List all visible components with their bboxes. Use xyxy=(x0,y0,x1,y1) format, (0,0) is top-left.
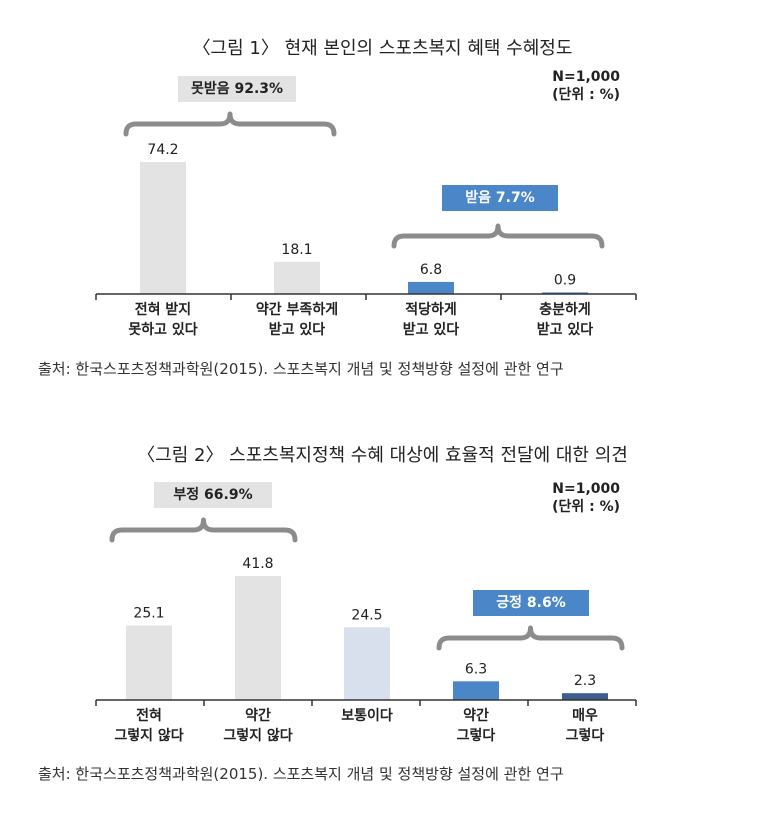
chart2-category-label-1-line-2: 그렇지 않다 xyxy=(114,727,183,744)
chart1-value-label-4: 0.9 xyxy=(554,272,576,288)
chart1-unit-label: (단위 : %) xyxy=(552,87,620,103)
chart2-source: 출처: 한국스포츠정책과학원(2015). 스포츠복지 개념 및 정책방향 설정… xyxy=(38,765,564,783)
chart2-category-label-3: 보통이다 xyxy=(341,707,393,724)
chart1-value-label-3: 6.8 xyxy=(420,262,442,278)
chart1-category-label-1-line-2: 못하고 있다 xyxy=(128,321,197,338)
chart1-bar-4 xyxy=(542,292,588,294)
chart2-category-label-4-line-1: 약간 xyxy=(463,707,489,724)
chart2-value-label-3: 24.5 xyxy=(351,607,382,623)
chart1-value-label-2: 18.1 xyxy=(281,242,312,258)
chart2-bar-4 xyxy=(453,681,499,700)
chart2-value-label-2: 41.8 xyxy=(242,556,273,572)
chart1-negative-group-label: 못받음 92.3% xyxy=(178,76,296,102)
chart2-category-label-2-line-1: 약간 xyxy=(245,707,271,724)
chart2-category-label-5-line-1: 매우 xyxy=(572,708,598,724)
chart1-category-label-1-line-1: 전혀 받지 xyxy=(135,301,191,318)
chart2-bar-2 xyxy=(235,576,281,700)
chart1-category-label-3-line-1: 적당하게 xyxy=(405,301,457,318)
chart2-negative-group-label: 부정 66.9% xyxy=(154,482,272,508)
chart2-bar-5 xyxy=(562,693,608,700)
chart2-brace-2 xyxy=(436,625,625,651)
chart1-bar-3 xyxy=(408,281,454,294)
chart1-category-label-4-line-2: 받고 있다 xyxy=(537,321,594,338)
chart1-positive-group-label: 받음 7.7% xyxy=(442,185,558,211)
chart2-positive-group-label: 긍정 8.6% xyxy=(473,590,589,616)
chart2-value-label-4: 6.3 xyxy=(465,661,487,677)
chart1-category-label-4-line-1: 충분하게 xyxy=(539,301,591,318)
chart1-bar-1 xyxy=(140,162,186,294)
chart1-title: 〈그림 1〉 현재 본인의 스포츠복지 혜택 수혜정도 xyxy=(192,38,573,59)
chart1-meta: N=1,000 (단위 : %) xyxy=(520,68,620,104)
chart2-category-label-2-line-2: 그렇지 않다 xyxy=(223,727,292,744)
chart2-category-label-4-line-2: 그렇다 xyxy=(457,728,496,744)
chart1-category-label-3-line-2: 받고 있다 xyxy=(403,321,460,338)
chart2-value-label-1: 25.1 xyxy=(133,606,164,622)
chart1-source: 출처: 한국스포츠정책과학원(2015). 스포츠복지 개념 및 정책방향 설정… xyxy=(38,360,564,378)
chart2-value-label-5: 2.3 xyxy=(574,673,596,689)
chart1-category-label-2-line-1: 약간 부족하게 xyxy=(256,301,338,318)
chart2-category-label-1-line-1: 전혀 xyxy=(136,707,162,724)
chart2-category-label-5-line-2: 그렇다 xyxy=(566,728,605,744)
chart2-bar-3 xyxy=(344,627,390,700)
chart1-bar-2 xyxy=(274,261,320,294)
chart1-category-label-2-line-2: 받고 있다 xyxy=(269,321,326,338)
chart1-brace-2 xyxy=(391,223,605,249)
chart2-title: 〈그림 2〉 스포츠복지정책 수혜 대상에 효율적 전달에 대한 의견 xyxy=(137,445,628,466)
chart2-meta: N=1,000 (단위 : %) xyxy=(520,480,620,516)
chart1-brace-1 xyxy=(123,111,337,137)
chart1-value-label-1: 74.2 xyxy=(147,142,178,158)
chart2-unit-label: (단위 : %) xyxy=(552,499,620,515)
chart2-n-label: N=1,000 xyxy=(552,481,620,497)
chart2-brace-1 xyxy=(109,517,298,543)
chart1-n-label: N=1,000 xyxy=(552,69,620,85)
chart2-bar-1 xyxy=(126,625,172,700)
